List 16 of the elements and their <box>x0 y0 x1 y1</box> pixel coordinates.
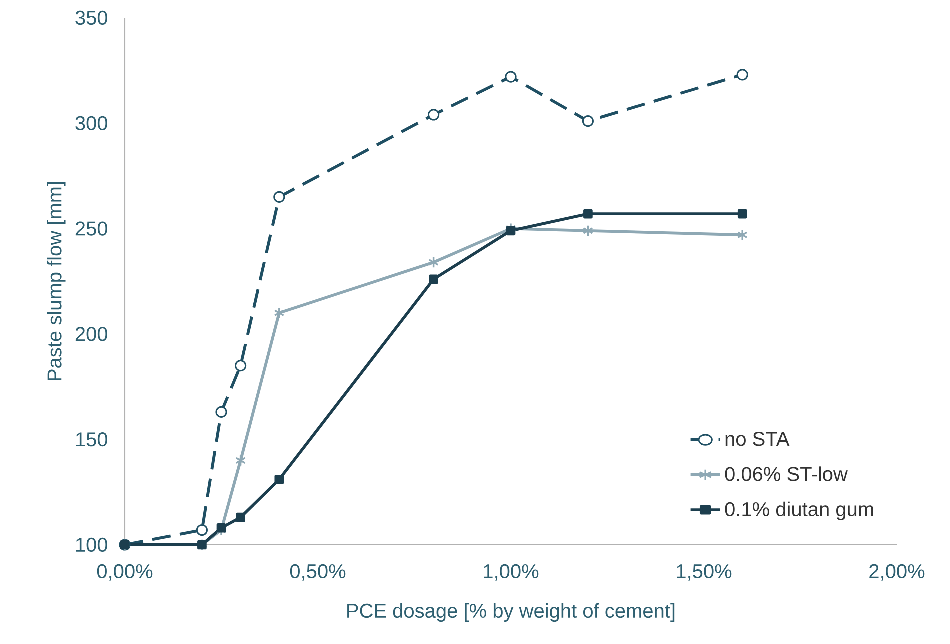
y-tick-label: 150 <box>76 432 108 447</box>
legend-label: no STA <box>726 432 790 446</box>
x-axis-title: PCE dosage [% by weight of cement] <box>348 603 675 622</box>
y-tick-label: 100 <box>76 538 108 552</box>
y-tick-label: 300 <box>76 116 108 130</box>
y-tick-label: 350 <box>76 10 108 26</box>
legend-label: 0.06% ST-low <box>725 466 848 482</box>
y-tick-label: 200 <box>76 327 108 342</box>
x-tick-label: 1,50% <box>677 564 732 581</box>
legend-label: 0.1% diutan gum <box>725 502 874 520</box>
x-tick-label: 0,50% <box>290 564 346 581</box>
y-axis-title: Paste slump flow [mm] <box>47 182 66 380</box>
x-tick-label: 2,00% <box>870 564 925 581</box>
x-tick-label: 1,00% <box>484 564 539 581</box>
y-tick-label: 250 <box>76 222 108 236</box>
x-tick-label: 0,00% <box>97 564 153 581</box>
